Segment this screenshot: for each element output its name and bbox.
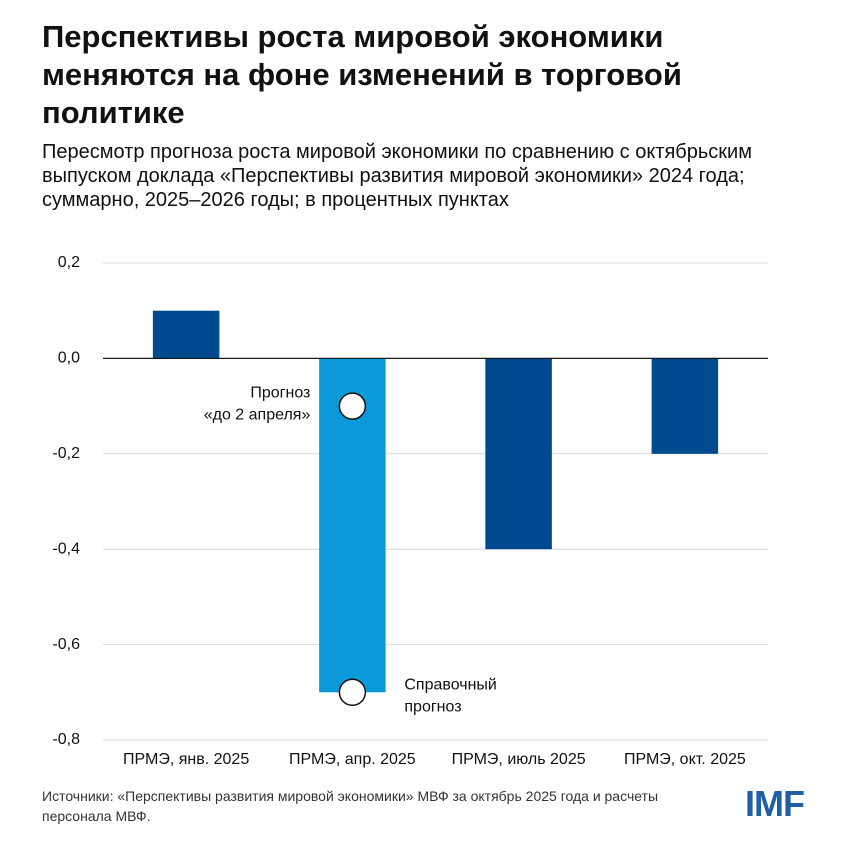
bar bbox=[152, 310, 220, 359]
x-tick-label: ПРМЭ, июль 2025 bbox=[452, 751, 586, 768]
chart-subtitle: Пересмотр прогноза роста мировой экономи… bbox=[42, 141, 752, 211]
x-tick-label: ПРМЭ, апр. 2025 bbox=[289, 751, 416, 768]
bar bbox=[485, 358, 552, 550]
annotation-text: «до 2 апреля» bbox=[204, 406, 311, 423]
source-note: Источники: «Перспективы развития мировой… bbox=[42, 788, 659, 824]
annotation-text: Прогноз bbox=[250, 384, 310, 401]
logo: IMF bbox=[745, 783, 805, 824]
annotation-marker bbox=[338, 678, 367, 707]
y-tick-label: -0,2 bbox=[52, 445, 80, 462]
y-tick-label: 0,2 bbox=[58, 254, 80, 271]
y-tick-label: -0,4 bbox=[52, 540, 80, 557]
annotation-text: Справочный bbox=[404, 677, 497, 694]
chart-title: Перспективы роста мировой экономики меня… bbox=[42, 19, 682, 130]
y-tick-label: -0,6 bbox=[52, 636, 80, 653]
x-tick-label: ПРМЭ, янв. 2025 bbox=[123, 751, 249, 768]
y-tick-label: 0,0 bbox=[58, 350, 80, 367]
annotation-marker bbox=[338, 392, 367, 420]
annotation-text: прогноз bbox=[404, 699, 461, 716]
x-tick-label: ПРМЭ, окт. 2025 bbox=[624, 751, 746, 768]
bar bbox=[651, 358, 719, 454]
y-tick-label: -0,8 bbox=[52, 731, 80, 748]
